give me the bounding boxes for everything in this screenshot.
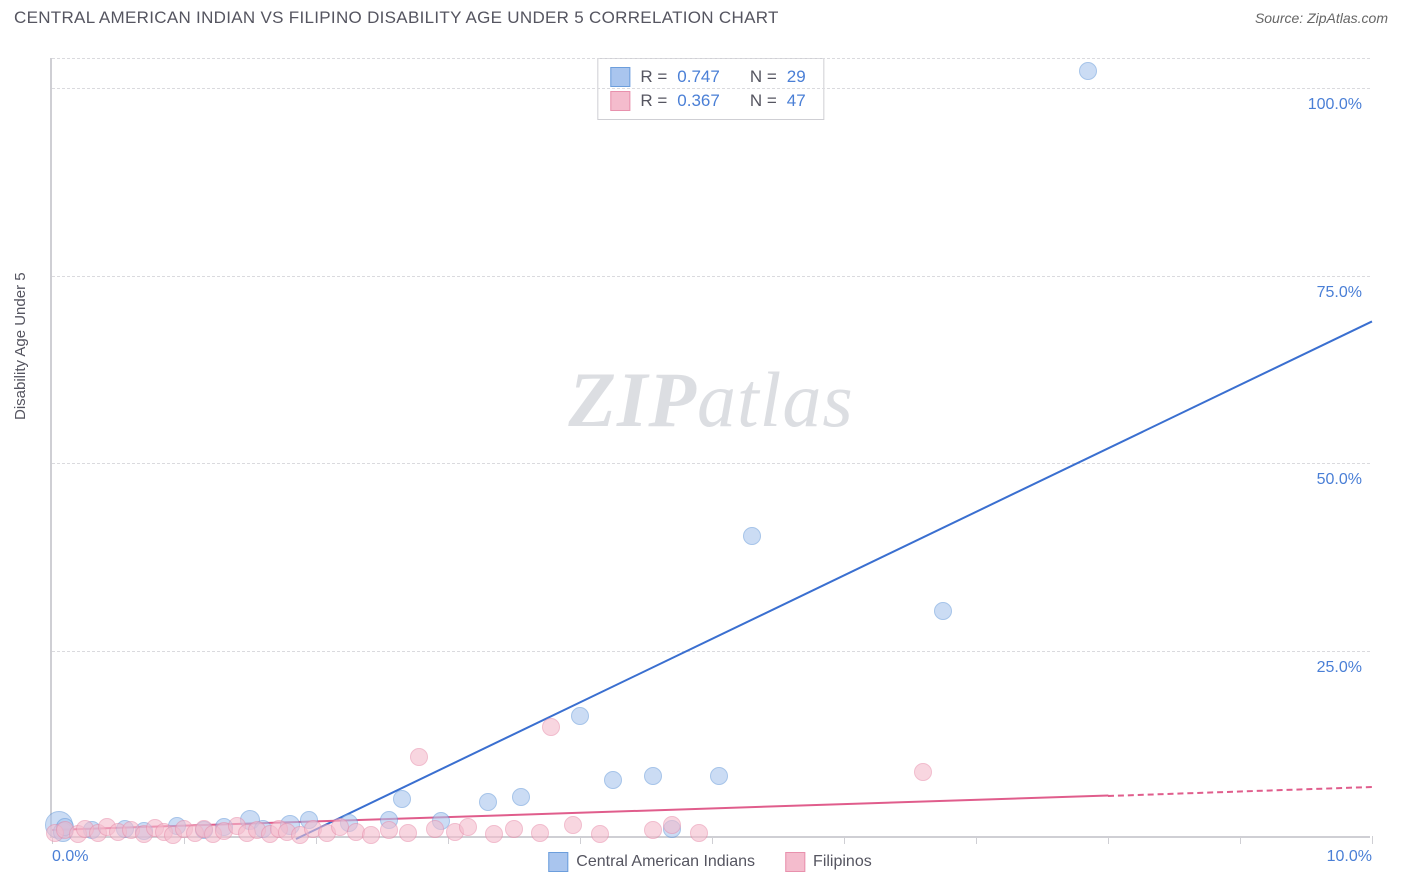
chart-area: ZIPatlas R = 0.747 N = 29 R = 0.367 N = … (50, 58, 1370, 838)
swatch-series-1 (610, 67, 630, 87)
data-point (564, 816, 582, 834)
y-tick-label: 100.0% (1308, 96, 1362, 114)
data-point (690, 824, 708, 842)
data-point (393, 790, 411, 808)
x-tick (712, 836, 713, 844)
data-point (914, 763, 932, 781)
legend-row-series-1: R = 0.747 N = 29 (610, 65, 805, 89)
y-tick-label: 25.0% (1317, 659, 1362, 677)
data-point (479, 793, 497, 811)
series-legend: Central American Indians Filipinos (548, 852, 871, 872)
x-tick (580, 836, 581, 844)
plot-region: ZIPatlas R = 0.747 N = 29 R = 0.367 N = … (50, 58, 1370, 838)
gridline (52, 651, 1370, 652)
data-point (743, 527, 761, 545)
y-axis-label: Disability Age Under 5 (12, 272, 29, 420)
swatch-series-1-bottom (548, 852, 568, 872)
legend-item-series-1: Central American Indians (548, 852, 755, 872)
data-point (663, 816, 681, 834)
x-tick-label: 0.0% (52, 848, 88, 866)
y-tick-label: 50.0% (1317, 471, 1362, 489)
x-tick-label: 10.0% (1327, 848, 1372, 866)
data-point (512, 788, 530, 806)
x-tick (1372, 836, 1373, 844)
data-point (399, 824, 417, 842)
legend-row-series-2: R = 0.367 N = 47 (610, 89, 805, 113)
x-tick (1240, 836, 1241, 844)
chart-title: CENTRAL AMERICAN INDIAN VS FILIPINO DISA… (14, 8, 779, 28)
trend-line (1108, 786, 1372, 797)
source-attribution: Source: ZipAtlas.com (1255, 10, 1388, 26)
swatch-series-2-bottom (785, 852, 805, 872)
swatch-series-2 (610, 91, 630, 111)
data-point (410, 748, 428, 766)
data-point (644, 821, 662, 839)
data-point (644, 767, 662, 785)
data-point (380, 821, 398, 839)
y-tick-label: 75.0% (1317, 284, 1362, 302)
data-point (531, 824, 549, 842)
gridline (52, 58, 1370, 59)
gridline (52, 463, 1370, 464)
data-point (934, 602, 952, 620)
legend-item-series-2: Filipinos (785, 852, 872, 872)
x-tick (976, 836, 977, 844)
gridline (52, 88, 1370, 89)
x-tick (1108, 836, 1109, 844)
data-point (362, 826, 380, 844)
data-point (505, 820, 523, 838)
data-point (459, 818, 477, 836)
data-point (710, 767, 728, 785)
data-point (542, 718, 560, 736)
data-point (591, 825, 609, 843)
data-point (426, 820, 444, 838)
gridline (52, 276, 1370, 277)
watermark: ZIPatlas (568, 355, 853, 445)
data-point (485, 825, 503, 843)
data-point (604, 771, 622, 789)
trend-line (296, 321, 1373, 840)
correlation-legend: R = 0.747 N = 29 R = 0.367 N = 47 (597, 58, 824, 120)
data-point (1079, 62, 1097, 80)
data-point (571, 707, 589, 725)
x-tick (844, 836, 845, 844)
